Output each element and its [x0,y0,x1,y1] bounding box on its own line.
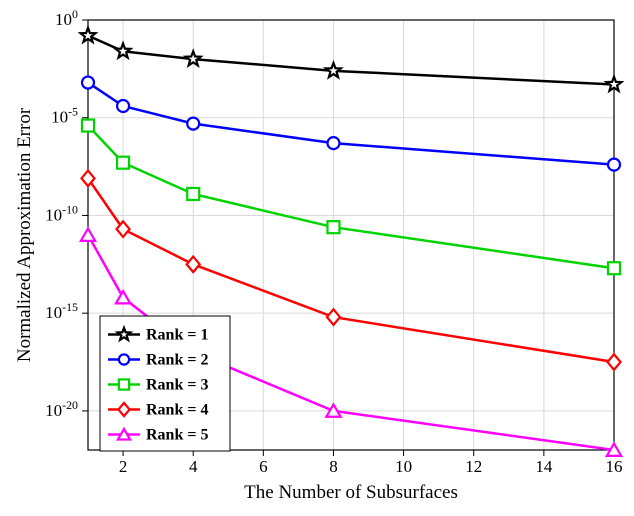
x-tick-label: 8 [329,457,338,476]
x-tick-label: 4 [189,457,198,476]
x-tick-label: 12 [465,457,482,476]
x-tick-label: 10 [395,457,412,476]
x-tick-label: 16 [606,457,623,476]
y-axis-label: Normalized Approximation Error [14,107,35,362]
x-tick-label: 6 [259,457,268,476]
legend: Rank = 1 Rank = 2 Rank = 3 Rank = 4 Rank = 5 [100,316,230,451]
legend-label: Rank = 1 [146,327,208,344]
legend-label: Rank = 5 [146,427,208,444]
chart-container: 24681012141610-2010-1510-1010-5100The Nu… [0,0,634,516]
legend-label: Rank = 3 [146,377,208,394]
chart-svg: 24681012141610-2010-1510-1010-5100The Nu… [0,0,634,516]
x-axis-label: The Number of Subsurfaces [244,482,458,503]
legend-label: Rank = 4 [146,402,208,419]
x-tick-label: 14 [535,457,553,476]
legend-label: Rank = 2 [146,352,208,369]
x-tick-label: 2 [119,457,128,476]
